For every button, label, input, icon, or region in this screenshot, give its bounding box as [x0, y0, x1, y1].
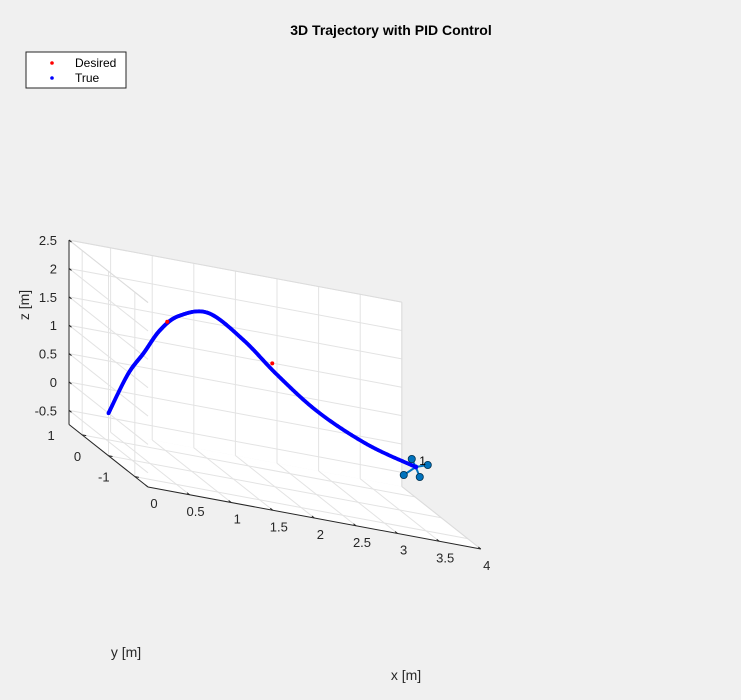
z-tick-label: 0 — [50, 375, 57, 390]
rotor — [407, 455, 416, 464]
y-tick-mark — [108, 455, 113, 457]
z-tick-mark — [68, 409, 72, 413]
axes-3d: 0 0.5 1 1.5 2 2.5 3 3.5 4 -1 0 1 -0.5 0 0.5 1 1.5 2 2.5 x [… — [16, 233, 490, 683]
legend-box — [25, 51, 127, 89]
quadrotor-body — [413, 464, 419, 470]
back-wall-grid-line — [68, 353, 402, 417]
back-wall-grid-line — [68, 296, 402, 360]
y-tick-mark — [134, 476, 139, 478]
side-wall-grid-line — [68, 296, 149, 360]
series-desired — [165, 319, 275, 366]
point-annotation: 1 — [419, 454, 426, 468]
plot-area: 1 — [106, 309, 432, 482]
x-tick-mark — [353, 523, 357, 527]
x-tick-label: 0.5 — [187, 504, 205, 519]
z-tick-mark — [68, 268, 72, 271]
rotor — [415, 473, 424, 482]
back-wall-grid-line — [68, 324, 402, 388]
y-tick-label: -1 — [98, 470, 110, 485]
floor-grid-line — [82, 434, 416, 498]
rotor — [399, 471, 408, 480]
z-tick-mark — [68, 324, 72, 328]
floor-grid-line — [134, 476, 468, 540]
z-tick-label: 2.5 — [39, 233, 57, 248]
x-tick-mark — [269, 507, 274, 511]
x-tick-label: 1 — [234, 512, 241, 527]
back-wall-grid-line — [68, 409, 402, 473]
series-true — [106, 309, 418, 469]
legend-marker-true — [50, 76, 54, 80]
box-edge — [401, 486, 482, 550]
legend[interactable]: Desired True — [25, 51, 127, 89]
z-tick-mark — [68, 296, 72, 300]
x-tick-label: 2.5 — [353, 535, 371, 550]
z-tick-mark — [68, 381, 72, 385]
x-tick-mark — [186, 492, 190, 496]
legend-label-desired: Desired — [75, 56, 116, 70]
z-tick-label: 2 — [50, 261, 57, 276]
z-tick-label: -0.5 — [35, 403, 57, 418]
x-tick-label: 3.5 — [436, 550, 454, 565]
y-axis-label: y [m] — [111, 644, 141, 660]
x-tick-mark — [145, 484, 149, 488]
box-edge — [68, 239, 402, 303]
x-tick-label: 0 — [150, 496, 157, 511]
x-tick-label: 2 — [317, 527, 324, 542]
rotor — [423, 461, 432, 470]
z-tick-label: 1.5 — [39, 290, 57, 305]
back-wall-grid-line — [68, 267, 402, 331]
quadrotor-marker — [399, 455, 432, 482]
x-tick-label: 3 — [400, 543, 407, 558]
x-tick-label: 4 — [483, 558, 490, 573]
side-wall-grid-line — [68, 409, 149, 474]
desired-point — [165, 319, 170, 324]
desired-point — [270, 361, 275, 366]
legend-marker-desired — [50, 61, 54, 65]
side-wall-grid-line — [68, 268, 149, 332]
x-tick-mark — [394, 531, 398, 534]
side-wall-grid-line — [68, 353, 149, 417]
x-tick-label: 1.5 — [270, 519, 288, 534]
z-tick-mark — [68, 239, 72, 243]
legend-label-true: True — [75, 71, 100, 85]
y-tick-label: 1 — [48, 428, 55, 443]
x-tick-mark — [311, 515, 315, 519]
x-tick-mark — [436, 538, 440, 542]
z-tick-mark — [68, 353, 72, 356]
y-tick-label: 0 — [74, 449, 81, 464]
y-tick-mark — [82, 434, 87, 437]
x-tick-mark — [228, 500, 232, 503]
side-wall-grid-line — [68, 324, 149, 389]
z-axis-label: z [m] — [16, 290, 32, 320]
z-tick-label: 1 — [50, 318, 57, 333]
chart-title: 3D Trajectory with PID Control — [290, 22, 491, 38]
x-tick-mark — [477, 546, 482, 550]
floor-grid-line — [108, 455, 442, 519]
z-tick-label: 0.5 — [39, 347, 57, 362]
x-axis-label: x [m] — [391, 667, 421, 683]
box-edge — [68, 239, 149, 303]
